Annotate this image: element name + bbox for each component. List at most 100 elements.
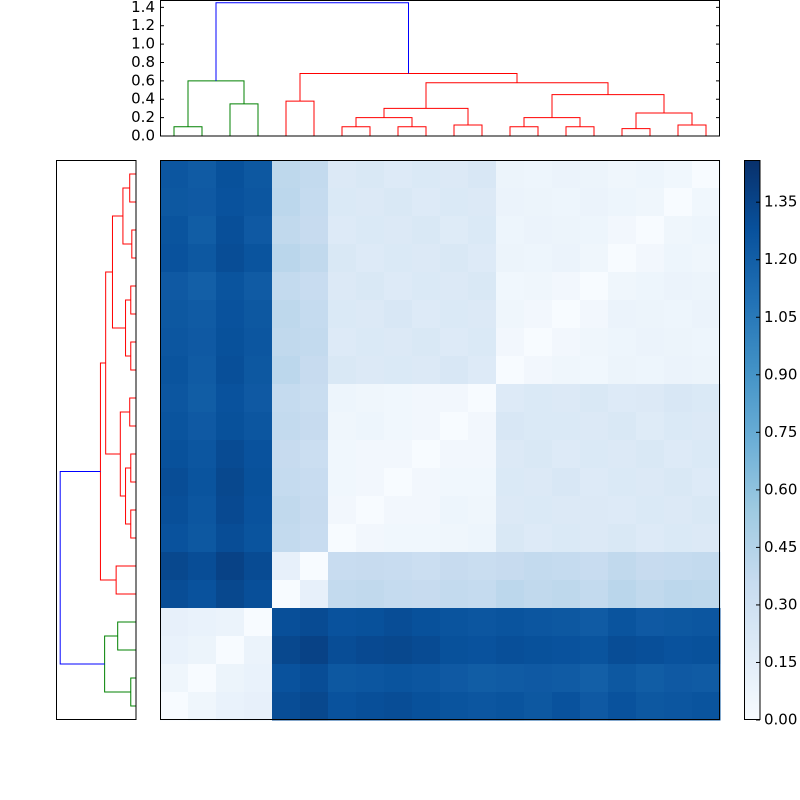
heatmap-cell <box>524 440 553 469</box>
colorbar-tick-label: 0.45 <box>764 538 797 556</box>
heatmap-cell <box>160 384 189 413</box>
heatmap-cell <box>300 244 329 273</box>
heatmap-cell <box>384 188 413 217</box>
dendrogram-link <box>173 126 203 136</box>
dendrogram-link <box>383 107 469 125</box>
heatmap-cell <box>608 692 637 721</box>
heatmap-cell <box>272 692 301 721</box>
colorbar-tick-label: 0.30 <box>764 595 797 613</box>
heatmap-cell <box>468 468 497 497</box>
heatmap-cell <box>244 524 273 553</box>
heatmap-cell <box>608 300 637 329</box>
heatmap-cell <box>608 608 637 637</box>
heatmap-cell <box>468 496 497 525</box>
heatmap-cell <box>496 580 525 609</box>
heatmap-cell <box>580 440 609 469</box>
heatmap-cell <box>468 524 497 553</box>
heatmap-cell <box>580 160 609 189</box>
heatmap-cell <box>664 468 693 497</box>
heatmap-cell <box>356 496 385 525</box>
heatmap-cell <box>216 468 245 497</box>
heatmap-cell <box>412 440 441 469</box>
heatmap-cell <box>524 552 553 581</box>
heatmap-cell <box>580 664 609 693</box>
heatmap-cell <box>384 468 413 497</box>
heatmap-cell <box>160 300 189 329</box>
heatmap-cell <box>188 412 217 441</box>
heatmap-cell <box>580 580 609 609</box>
heatmap-cell <box>524 692 553 721</box>
heatmap-cell <box>524 496 553 525</box>
heatmap-cell <box>468 356 497 385</box>
heatmap-cell <box>216 216 245 245</box>
heatmap-cell <box>160 692 189 721</box>
heatmap-cell <box>384 272 413 301</box>
heatmap-cell <box>636 608 665 637</box>
colorbar-tick-label: 0.75 <box>764 423 797 441</box>
heatmap-cell <box>552 636 581 665</box>
heatmap-cell <box>216 160 245 189</box>
heatmap-cell <box>580 468 609 497</box>
colorbar-frame <box>744 160 761 720</box>
heatmap-cell <box>552 160 581 189</box>
heatmap-cell <box>440 160 469 189</box>
heatmap-cell <box>412 272 441 301</box>
heatmap-cell <box>552 188 581 217</box>
heatmap-cell <box>552 328 581 357</box>
heatmap-cell <box>356 552 385 581</box>
heatmap-cell <box>468 160 497 189</box>
heatmap-cell <box>636 580 665 609</box>
heatmap-cell <box>328 580 357 609</box>
heatmap-cell <box>692 384 721 413</box>
heatmap-cell <box>188 328 217 357</box>
heatmap-cell <box>216 664 245 693</box>
heatmap-cell <box>272 524 301 553</box>
heatmap-cell <box>496 244 525 273</box>
heatmap-cell <box>552 300 581 329</box>
heatmap-cell <box>524 272 553 301</box>
heatmap-cell <box>384 580 413 609</box>
heatmap-cell <box>580 272 609 301</box>
heatmap-cell <box>664 440 693 469</box>
heatmap-cell <box>580 328 609 357</box>
heatmap-cell <box>664 552 693 581</box>
heatmap-cell <box>496 468 525 497</box>
heatmap-cell <box>692 524 721 553</box>
heatmap-cell <box>440 692 469 721</box>
heatmap-cell <box>580 384 609 413</box>
heatmap-cell <box>356 188 385 217</box>
colorbar-tick-label: 0.90 <box>764 365 797 383</box>
heatmap-cell <box>496 692 525 721</box>
heatmap-cell <box>664 636 693 665</box>
heatmap-cell <box>440 328 469 357</box>
heatmap-cell <box>300 272 329 301</box>
heatmap-cell <box>272 412 301 441</box>
heatmap-cell <box>412 356 441 385</box>
heatmap-cell <box>580 524 609 553</box>
heatmap-cell <box>496 524 525 553</box>
dendrogram-link <box>397 126 427 136</box>
heatmap-cell <box>384 692 413 721</box>
heatmap-cell <box>468 552 497 581</box>
axes-frame <box>56 160 137 720</box>
dendrogram-link <box>125 467 131 525</box>
heatmap-cell <box>160 328 189 357</box>
heatmap-cell <box>636 440 665 469</box>
heatmap-cell <box>608 412 637 441</box>
y-tick-label: 0.6 <box>131 71 155 89</box>
heatmap-cell <box>440 580 469 609</box>
heatmap-cell <box>636 188 665 217</box>
heatmap-cell <box>608 384 637 413</box>
left-dendrogram <box>59 173 136 707</box>
heatmap-cell <box>496 412 525 441</box>
heatmap-cell <box>300 664 329 693</box>
heatmap-cell <box>160 580 189 609</box>
heatmap-cell <box>356 440 385 469</box>
heatmap-cell <box>300 328 329 357</box>
heatmap-cell <box>412 692 441 721</box>
heatmap-cell <box>440 552 469 581</box>
dendrogram-link <box>453 124 483 136</box>
heatmap-cell <box>356 692 385 721</box>
heatmap-cell <box>160 636 189 665</box>
heatmap-cell <box>552 356 581 385</box>
